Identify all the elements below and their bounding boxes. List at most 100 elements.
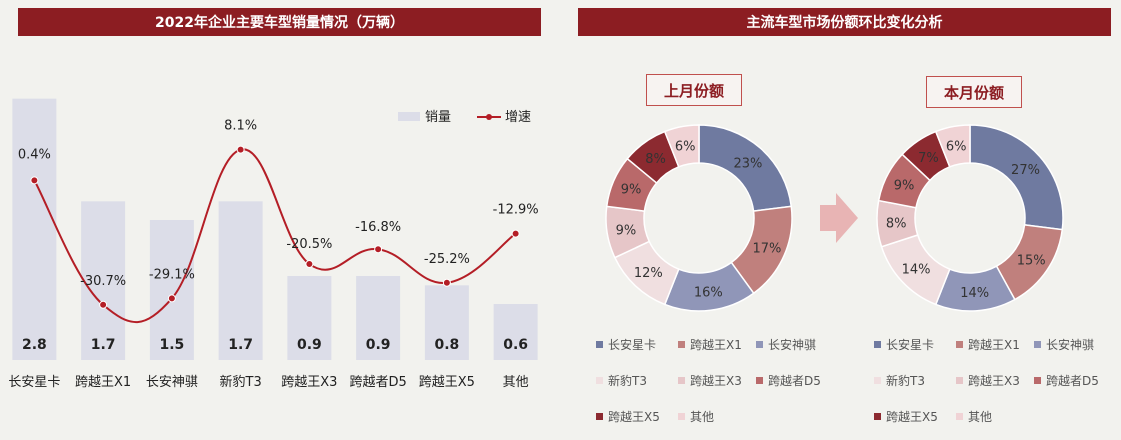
- bar-value-label-8: 0.6: [503, 337, 528, 353]
- growth-label-2: -30.7%: [80, 274, 126, 289]
- growth-label-6: -16.8%: [355, 220, 401, 235]
- category-label-7: 跨越王X5: [419, 375, 475, 390]
- last-month-slice-label-3: 16%: [694, 285, 723, 300]
- last-month-slice-label-8: 6%: [675, 139, 696, 154]
- bar-2: [81, 201, 126, 360]
- this-month-legend-swatch-7: [874, 413, 881, 420]
- last-month-slice-label-2: 17%: [752, 241, 781, 256]
- last-month-legend-label-1: 长安星卡: [608, 337, 656, 352]
- last-month-legend-swatch-7: [596, 413, 603, 420]
- legend-growth-marker: [486, 114, 492, 120]
- this-month-label: 本月份额: [926, 76, 1022, 108]
- last-month-legend-label-2: 跨越王X1: [690, 338, 742, 352]
- last-month-slice-label-7: 8%: [645, 152, 666, 167]
- last-month-legend-swatch-6: [756, 377, 763, 384]
- category-label-3: 长安神骐: [146, 375, 198, 390]
- growth-point-7: [442, 278, 451, 287]
- last-month-legend-label-6: 跨越者D5: [768, 374, 821, 388]
- this-month-legend-label-4: 新豹T3: [886, 373, 925, 388]
- last-month-legend-label-7: 跨越王X5: [608, 410, 660, 424]
- bar-value-label-1: 2.8: [22, 337, 47, 353]
- this-month-slice-8: [934, 124, 971, 168]
- this-month-slice-label-2: 15%: [1017, 254, 1046, 269]
- last-month-slice-label-6: 9%: [621, 183, 642, 198]
- growth-label-7: -25.2%: [424, 252, 470, 267]
- last-month-legend-label-4: 新豹T3: [608, 373, 647, 388]
- last-month-slice-8: [663, 124, 700, 168]
- growth-label-5: -20.5%: [286, 237, 332, 252]
- this-month-legend-label-7: 跨越王X5: [886, 410, 938, 424]
- growth-point-6: [374, 245, 383, 254]
- last-month-legend-swatch-8: [678, 413, 685, 420]
- left-chart-title: 2022年企业主要车型销量情况（万辆）: [18, 8, 541, 36]
- last-month-legend-label-3: 长安神骐: [768, 337, 816, 352]
- bar-value-label-4: 1.7: [228, 337, 253, 353]
- legend-growth-label: 增速: [505, 110, 531, 125]
- last-month-label: 上月份额: [646, 74, 742, 106]
- this-month-slice-label-8: 6%: [946, 139, 967, 154]
- last-month-slice-label-5: 9%: [616, 224, 637, 239]
- this-month-legend-swatch-3: [1034, 341, 1041, 348]
- right-chart-title: 主流车型市场份额环比变化分析: [578, 8, 1111, 36]
- this-month-legend-label-8: 其他: [968, 410, 992, 424]
- last-month-legend-swatch-4: [596, 377, 603, 384]
- last-month-legend-label-8: 其他: [690, 410, 714, 424]
- this-month-legend-label-3: 长安神骐: [1046, 337, 1094, 352]
- this-month-legend-label-1: 长安星卡: [886, 337, 934, 352]
- growth-point-4: [236, 145, 245, 154]
- this-month-legend-label-5: 跨越王X3: [968, 374, 1020, 388]
- bar-6: [356, 276, 401, 360]
- bar-1: [12, 98, 57, 361]
- bar-7: [424, 285, 469, 360]
- bar-4: [218, 201, 263, 360]
- growth-label-4: 8.1%: [224, 119, 257, 134]
- last-month-legend-swatch-1: [596, 341, 603, 348]
- growth-label-8: -12.9%: [493, 203, 539, 218]
- last-month-legend-swatch-3: [756, 341, 763, 348]
- legend-sales-label: 销量: [425, 110, 451, 125]
- bar-5: [287, 276, 332, 360]
- legend-sales-swatch: [398, 112, 420, 121]
- this-month-legend-label-2: 跨越王X1: [968, 338, 1020, 352]
- this-month-slice-label-6: 9%: [894, 178, 915, 193]
- arrow-icon: [820, 193, 858, 243]
- this-month-slice-label-1: 27%: [1011, 163, 1040, 178]
- this-month-legend-swatch-5: [956, 377, 963, 384]
- this-month-legend-swatch-4: [874, 377, 881, 384]
- this-month-slice-label-7: 7%: [918, 151, 939, 166]
- this-month-slice-label-4: 14%: [902, 263, 931, 278]
- category-label-8: 其他: [503, 375, 529, 390]
- growth-point-3: [167, 294, 176, 303]
- bar-8: [493, 304, 538, 360]
- last-month-legend-swatch-5: [678, 377, 685, 384]
- growth-label-3: -29.1%: [149, 267, 195, 282]
- growth-point-5: [305, 260, 314, 268]
- growth-point-8: [511, 229, 520, 238]
- last-month-legend-swatch-2: [678, 341, 685, 348]
- growth-point-2: [99, 300, 108, 309]
- bar-3: [149, 220, 194, 360]
- this-month-slice-label-3: 14%: [960, 286, 989, 301]
- growth-label-1: 0.4%: [18, 147, 51, 162]
- bar-value-label-3: 1.5: [159, 337, 184, 353]
- category-label-1: 长安星卡: [8, 375, 60, 390]
- last-month-legend-label-5: 跨越王X3: [690, 374, 742, 388]
- this-month-legend-swatch-6: [1034, 377, 1041, 384]
- bar-value-label-2: 1.7: [91, 337, 116, 353]
- category-label-6: 跨越者D5: [349, 375, 406, 390]
- category-label-5: 跨越王X3: [281, 375, 337, 390]
- this-month-slice-label-5: 8%: [886, 217, 907, 232]
- this-month-legend-label-6: 跨越者D5: [1046, 374, 1099, 388]
- category-label-4: 新豹T3: [220, 374, 262, 390]
- category-label-2: 跨越王X1: [75, 375, 131, 390]
- this-month-legend-swatch-2: [956, 341, 963, 348]
- this-month-legend-swatch-1: [874, 341, 881, 348]
- last-month-slice-label-4: 12%: [634, 266, 663, 281]
- last-month-slice-label-1: 23%: [733, 156, 762, 171]
- growth-point-1: [30, 176, 39, 185]
- bar-value-label-5: 0.9: [297, 337, 322, 353]
- bar-value-label-6: 0.9: [366, 337, 391, 353]
- bar-value-label-7: 0.8: [434, 337, 459, 353]
- this-month-legend-swatch-8: [956, 413, 963, 420]
